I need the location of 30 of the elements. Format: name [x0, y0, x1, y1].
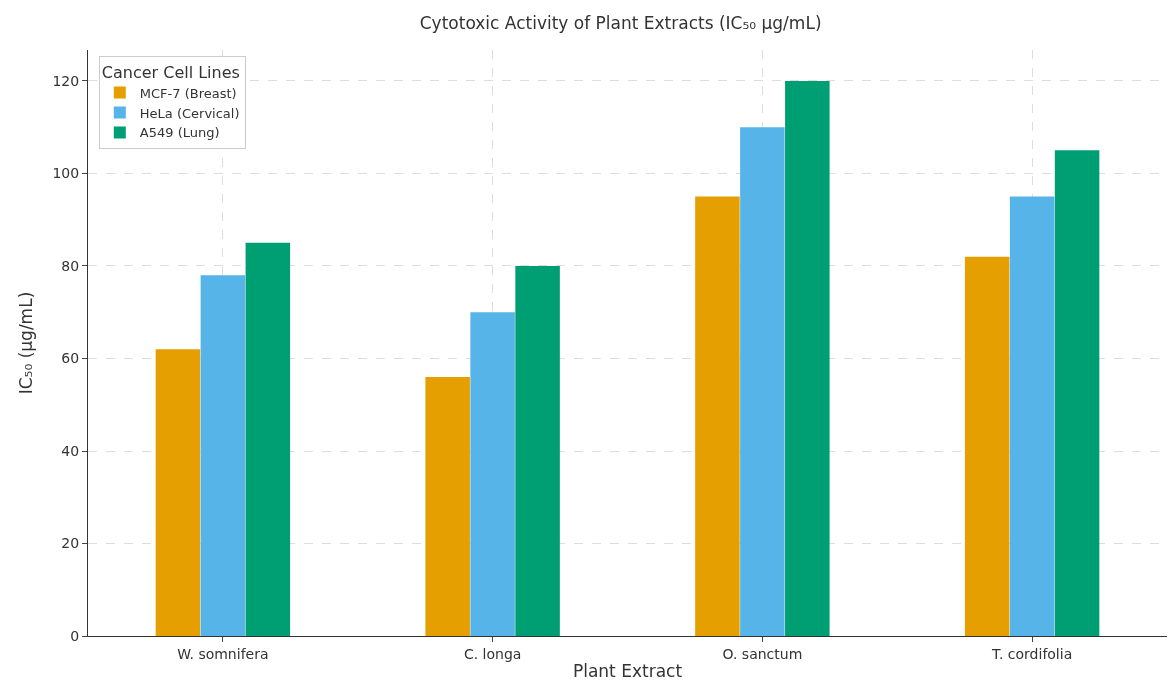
y-tick-label: 80	[61, 257, 80, 274]
legend-label: HeLa (Cervical)	[139, 105, 240, 121]
y-tick-label: 0	[70, 627, 80, 644]
legend-title: Cancer Cell Lines	[101, 62, 240, 82]
bar	[425, 376, 470, 636]
bar	[155, 349, 201, 636]
x-tick-label: O. sanctum	[722, 645, 803, 662]
bar	[1054, 150, 1100, 636]
y-tick-label: 100	[52, 165, 80, 182]
legend-label: MCF-7 (Breast)	[139, 85, 237, 101]
bar	[245, 242, 291, 636]
y-tick-label: 20	[61, 535, 80, 552]
x-tick-label: C. longa	[463, 645, 522, 662]
bar	[740, 127, 785, 636]
chart-title: Cytotoxic Activity of Plant Extracts (IC₅₀ µg/mL)	[419, 13, 822, 34]
bar	[470, 312, 515, 636]
y-axis-title: IC₅₀ (µg/mL)	[16, 291, 37, 395]
bar	[695, 196, 740, 636]
bar	[785, 80, 830, 636]
legend-label: A549 (Lung)	[139, 125, 220, 141]
bar	[1009, 196, 1055, 636]
bar	[964, 256, 1010, 636]
x-tick-label: W. somnifera	[177, 645, 269, 662]
y-tick-label: 120	[52, 72, 80, 89]
bar	[515, 265, 560, 636]
y-tick-label: 40	[61, 442, 80, 459]
x-tick-label: T. cordifolia	[991, 645, 1073, 662]
y-tick-label: 60	[61, 350, 80, 367]
x-axis-title: Plant Extract	[572, 661, 683, 682]
bar	[200, 275, 246, 636]
